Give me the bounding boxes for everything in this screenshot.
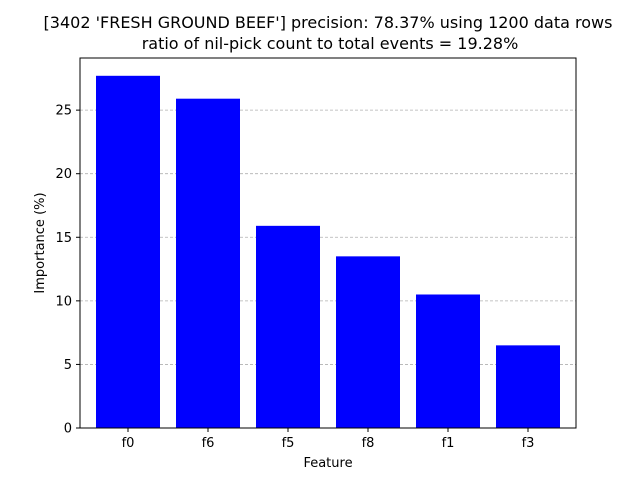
x-tick-label: f0 bbox=[122, 436, 135, 451]
y-tick-label: 0 bbox=[64, 422, 72, 437]
plot-area-frame bbox=[79, 57, 577, 429]
y-tick-label: 5 bbox=[64, 358, 72, 373]
x-axis-ticks: f0 f6 f5 f8 f1 f3 bbox=[122, 428, 535, 451]
y-axis-ticks: 0 5 10 15 20 25 bbox=[55, 104, 80, 437]
x-tick-label: f5 bbox=[282, 436, 295, 451]
y-axis-label: Importance (%) bbox=[33, 192, 48, 293]
y-tick-label: 20 bbox=[55, 167, 72, 182]
bars bbox=[96, 75, 560, 428]
bar-f6 bbox=[176, 98, 240, 428]
y-tick-label: 15 bbox=[55, 231, 72, 246]
bar-f5 bbox=[256, 225, 320, 428]
bar-f0 bbox=[96, 75, 160, 428]
y-gridlines bbox=[80, 109, 576, 365]
x-tick-label: f6 bbox=[202, 436, 215, 451]
x-tick-label: f1 bbox=[442, 436, 455, 451]
chart-title-line2: ratio of nil-pick count to total events … bbox=[142, 34, 519, 53]
y-tick-label: 10 bbox=[55, 294, 72, 309]
x-tick-label: f3 bbox=[522, 436, 535, 451]
bar-f1 bbox=[416, 294, 480, 428]
y-tick-label: 25 bbox=[55, 104, 72, 119]
x-axis-label: Feature bbox=[303, 456, 352, 471]
x-tick-label: f8 bbox=[362, 436, 375, 451]
bar-f3 bbox=[496, 345, 560, 428]
bar-f8 bbox=[336, 256, 400, 428]
chart-title-line1: [3402 'FRESH GROUND BEEF'] precision: 78… bbox=[44, 13, 613, 32]
